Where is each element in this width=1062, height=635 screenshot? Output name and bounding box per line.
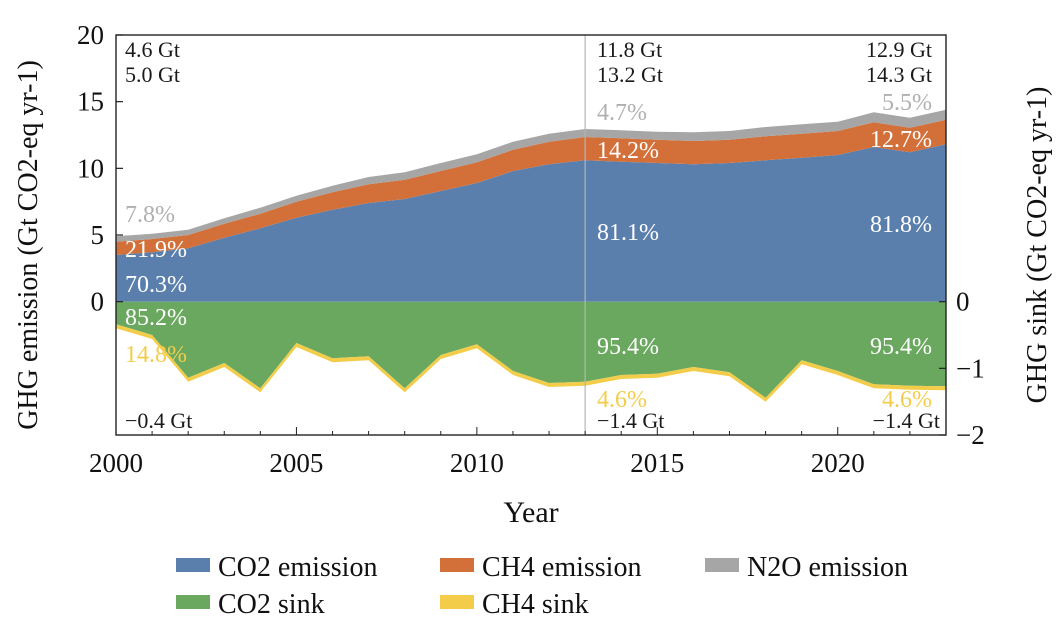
y-left-tick-label: 15: [77, 87, 104, 117]
area-ch4-sink: [116, 324, 946, 402]
percent-label: 81.8%: [870, 212, 932, 238]
legend-label: CO2 sink: [218, 589, 325, 620]
area-n2o-emission: [116, 109, 946, 242]
percent-label: 4.7%: [597, 100, 647, 126]
corner-value-label: −1.4 Gt: [873, 408, 940, 433]
y-right-tick-label: 0: [956, 287, 970, 317]
area-layer: [116, 109, 946, 402]
legend-swatch: [176, 595, 210, 609]
corner-value-label: −1.4 Gt: [597, 408, 664, 433]
x-tick-label: 2015: [630, 448, 684, 478]
percent-label: 85.2%: [125, 305, 187, 331]
y-left-tick-label: 20: [77, 20, 104, 50]
percent-label: 12.7%: [870, 127, 932, 153]
y-left-axis-title: GHG emission (Gt CO2-eq yr-1): [13, 60, 44, 430]
corner-value-label: 4.6 Gt: [125, 37, 180, 62]
legend: CO2 emission CH4 emission N2O emission CO2 …: [176, 552, 908, 620]
legend-label: N2O emission: [747, 552, 908, 583]
area-co2-emission: [116, 144, 946, 302]
percent-label: 70.3%: [125, 272, 187, 298]
legend-swatch: [176, 558, 210, 572]
x-tick-label: 2000: [89, 448, 143, 478]
percent-label: 95.4%: [597, 334, 659, 360]
percent-label: 4.6%: [597, 387, 647, 413]
legend-label: CO2 emission: [218, 552, 377, 583]
corner-value-label: 5.0 Gt: [125, 62, 180, 87]
y-right-axis-title: GHG sink (Gt CO2-eq yr-1): [1022, 87, 1053, 404]
percent-label: 81.1%: [597, 220, 659, 246]
x-tick-label: 2005: [269, 448, 323, 478]
percent-label: 4.6%: [882, 387, 932, 413]
legend-label: CH4 sink: [482, 589, 589, 620]
corner-value-label: −0.4 Gt: [125, 408, 192, 433]
area-co2-sink: [116, 301, 946, 398]
axis-title-layer: Year GHG emission (Gt CO2-eq yr-1) GHG sin…: [13, 60, 1053, 529]
y-left-tick-label: 5: [91, 220, 105, 250]
corner-value-label: 12.9 Gt: [866, 37, 932, 62]
legend-swatch: [440, 558, 474, 572]
legend-swatch: [440, 595, 474, 609]
tick-layer: 0 5 10 15 20 0 −1 −2 2000 2005 2010 2015 2020: [77, 20, 985, 478]
y-left-tick-label: 10: [77, 153, 104, 183]
corner-value-label: 13.2 Gt: [597, 62, 663, 87]
percent-label: 14.2%: [597, 138, 659, 164]
legend-label: CH4 emission: [482, 552, 641, 583]
y-right-tick-label: −1: [956, 353, 985, 383]
percent-label: 7.8%: [125, 202, 175, 228]
corner-value-label: 11.8 Gt: [597, 37, 662, 62]
percent-label: 95.4%: [870, 334, 932, 360]
x-tick-label: 2010: [450, 448, 504, 478]
area-ch4-emission: [116, 119, 946, 255]
percent-label: 14.8%: [125, 342, 187, 368]
y-left-tick-label: 0: [91, 287, 105, 317]
legend-swatch: [705, 558, 739, 572]
y-right-tick-label: −2: [956, 420, 985, 450]
percent-label: 5.5%: [882, 90, 932, 116]
x-axis-title: Year: [503, 496, 558, 529]
x-tick-label: 2020: [811, 448, 865, 478]
percent-label: 21.9%: [125, 237, 187, 263]
corner-value-label: 14.3 Gt: [866, 62, 932, 87]
